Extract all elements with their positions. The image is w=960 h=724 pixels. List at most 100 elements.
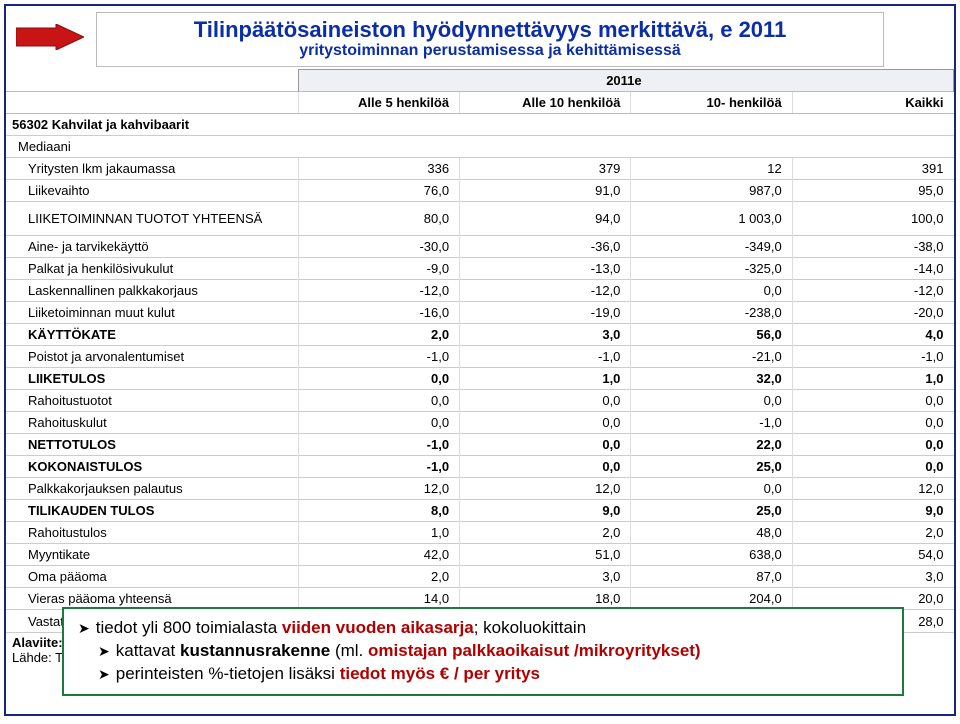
cell-value: 12,0: [460, 478, 631, 500]
cell-value: 4,0: [792, 324, 953, 346]
bullet2-strong: kustannusrakenne: [180, 641, 330, 660]
cell-value: -12,0: [460, 280, 631, 302]
cell-value: -14,0: [792, 258, 953, 280]
cell-value: 336: [298, 158, 459, 180]
cell-value: 0,0: [298, 412, 459, 434]
cell-value: -238,0: [631, 302, 792, 324]
cell-value: 0,0: [631, 390, 792, 412]
cell-value: 0,0: [460, 456, 631, 478]
cell-value: 0,0: [460, 434, 631, 456]
slide-frame: Tilinpäätösaineiston hyödynnettävyys mer…: [4, 4, 956, 716]
bullet-2: ➤ kattavat kustannusrakenne (ml. omistaj…: [98, 640, 890, 663]
cell-value: -9,0: [298, 258, 459, 280]
title-sub: yritystoiminnan perustamisessa ja kehitt…: [105, 42, 875, 60]
cell-value: 3,0: [792, 566, 953, 588]
cell-value: 2,0: [460, 522, 631, 544]
cell-value: 87,0: [631, 566, 792, 588]
cell-value: 1 003,0: [631, 202, 792, 236]
cell-value: 0,0: [460, 390, 631, 412]
cell-value: 0,0: [792, 434, 953, 456]
cell-value: -12,0: [298, 280, 459, 302]
column-header: 10- henkilöä: [631, 92, 792, 114]
cell-value: 638,0: [631, 544, 792, 566]
row-label: Liikevaihto: [6, 180, 298, 202]
cell-value: 48,0: [631, 522, 792, 544]
cell-value: 2,0: [792, 522, 953, 544]
cell-value: 0,0: [631, 280, 792, 302]
cell-value: 51,0: [460, 544, 631, 566]
cell-value: 54,0: [792, 544, 953, 566]
bullet1-red: viiden vuoden aikasarja: [282, 618, 474, 637]
row-label: NETTOTULOS: [6, 434, 298, 456]
bullet-3: ➤ perinteisten %-tietojen lisäksi tiedot…: [98, 663, 890, 686]
bullet2-pre: kattavat: [116, 641, 180, 660]
red-arrow-icon: [16, 24, 84, 50]
bullet-icon: ➤: [98, 665, 110, 684]
cell-value: 0,0: [792, 456, 953, 478]
cell-value: -16,0: [298, 302, 459, 324]
row-label: Rahoitustulos: [6, 522, 298, 544]
cell-value: -30,0: [298, 236, 459, 258]
cell-value: 12,0: [298, 478, 459, 500]
cell-value: 8,0: [298, 500, 459, 522]
column-header: Alle 5 henkilöä: [298, 92, 459, 114]
cell-value: 100,0: [792, 202, 953, 236]
cell-value: 42,0: [298, 544, 459, 566]
title-box: Tilinpäätösaineiston hyödynnettävyys mer…: [96, 12, 884, 67]
cell-value: 95,0: [792, 180, 953, 202]
cell-value: 0,0: [792, 390, 953, 412]
cell-value: 25,0: [631, 456, 792, 478]
bullet2-post: (ml.: [330, 641, 368, 660]
cell-value: -1,0: [298, 456, 459, 478]
row-label: LIIKETOIMINNAN TUOTOT YHTEENSÄ: [6, 202, 298, 236]
cell-value: 987,0: [631, 180, 792, 202]
cell-value: -13,0: [460, 258, 631, 280]
bullet1-post: ; kokoluokittain: [474, 618, 586, 637]
cell-value: -325,0: [631, 258, 792, 280]
finance-table: 2011eAlle 5 henkilöäAlle 10 henkilöä10- …: [6, 69, 954, 632]
title-main: Tilinpäätösaineiston hyödynnettävyys mer…: [105, 17, 875, 42]
column-header: Kaikki: [792, 92, 953, 114]
row-label: Rahoituskulut: [6, 412, 298, 434]
cell-value: -36,0: [460, 236, 631, 258]
bullet-icon: ➤: [78, 619, 90, 638]
cell-value: 2,0: [298, 566, 459, 588]
cell-value: 0,0: [631, 478, 792, 500]
cell-value: 3,0: [460, 566, 631, 588]
cell-value: -1,0: [460, 346, 631, 368]
cell-value: -38,0: [792, 236, 953, 258]
bullet2-red: omistajan palkkaoikaisut /mikroyritykset…: [368, 641, 701, 660]
cell-value: 0,0: [298, 390, 459, 412]
row-label: TILIKAUDEN TULOS: [6, 500, 298, 522]
bullet1-pre: tiedot yli 800 toimialasta: [96, 618, 282, 637]
cell-value: 32,0: [631, 368, 792, 390]
cell-value: 0,0: [792, 412, 953, 434]
row-label: LIIKETULOS: [6, 368, 298, 390]
cell-value: -349,0: [631, 236, 792, 258]
cell-value: -1,0: [792, 346, 953, 368]
row-label: Palkkakorjauksen palautus: [6, 478, 298, 500]
cell-value: 91,0: [460, 180, 631, 202]
cell-value: 3,0: [460, 324, 631, 346]
column-header: Alle 10 henkilöä: [460, 92, 631, 114]
cell-value: 9,0: [460, 500, 631, 522]
cell-value: 76,0: [298, 180, 459, 202]
cell-value: 0,0: [460, 412, 631, 434]
cell-value: 56,0: [631, 324, 792, 346]
cell-value: 80,0: [298, 202, 459, 236]
cell-value: 9,0: [792, 500, 953, 522]
cell-value: -20,0: [792, 302, 953, 324]
row-label: KOKONAISTULOS: [6, 456, 298, 478]
row-label: Aine- ja tarvikekäyttö: [6, 236, 298, 258]
cell-value: 25,0: [631, 500, 792, 522]
row-label: Rahoitustuotot: [6, 390, 298, 412]
row-label: Yritysten lkm jakaumassa: [6, 158, 298, 180]
row-label: Oma pääoma: [6, 566, 298, 588]
row-label: Poistot ja arvonalentumiset: [6, 346, 298, 368]
cell-value: 0,0: [298, 368, 459, 390]
cell-value: 1,0: [460, 368, 631, 390]
bullet-icon: ➤: [98, 642, 110, 661]
cell-value: 12,0: [792, 478, 953, 500]
cell-value: 391: [792, 158, 953, 180]
row-label: Laskennallinen palkkakorjaus: [6, 280, 298, 302]
